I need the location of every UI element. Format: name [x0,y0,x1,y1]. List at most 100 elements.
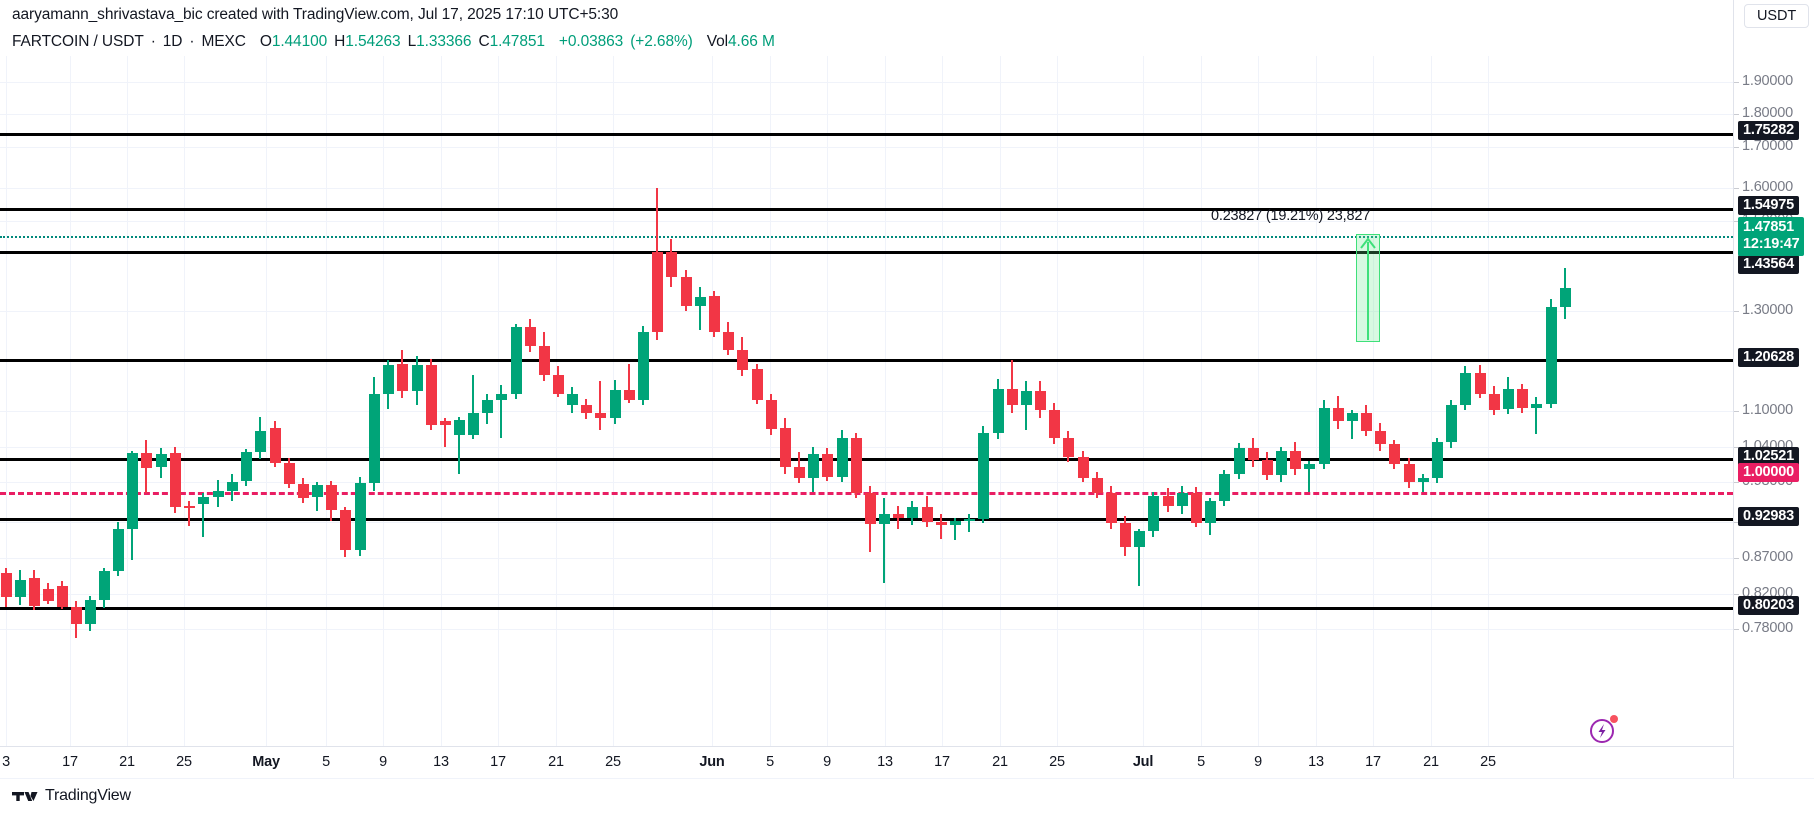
legend-interval[interactable]: 1D [162,33,183,50]
candlestick [751,364,763,405]
level-0.80203[interactable] [0,607,1733,610]
price-level-badge[interactable]: 1.54975 [1738,196,1800,215]
candle-body [1530,404,1542,409]
candle-body [949,520,961,526]
time-tick-label: May [252,754,280,770]
candle-body [878,514,890,524]
legend-close-value: 1.47851 [489,33,545,50]
candle-body [935,521,947,526]
chart-plot-area[interactable]: 0.23827 (19.21%) 23,827 [0,56,1733,746]
tradingview-logo[interactable]: TradingView [12,787,131,805]
measurement-box[interactable] [1356,234,1380,342]
price-level-badge[interactable]: 1.43564 [1738,255,1800,274]
candle-body [354,483,366,550]
candle-body [1545,306,1557,405]
time-tick-label: Jun [699,754,725,770]
price-level-badge[interactable]: 0.92983 [1738,507,1800,526]
candle-body [311,485,323,498]
time-tick-label: 5 [1197,754,1205,770]
level-1.54975[interactable] [0,208,1733,211]
candlestick [694,287,706,331]
candle-body [992,388,1004,433]
price-scale[interactable]: USDT 1.900001.800001.700001.600001.50000… [1733,0,1814,816]
price-tick-mark [1734,114,1739,115]
candlestick [1417,473,1429,493]
time-scale[interactable]: 3 17 21 25 May 5 9 13 17 21 25 Jun 5 9 13 17 21 25 Jul 5 9 13… [0,746,1733,779]
candle-body [1403,463,1415,483]
candle-body [0,572,12,598]
price-level-badge[interactable]: 0.80203 [1738,596,1800,615]
candlestick [1474,365,1486,399]
price-level-badge[interactable]: 1.00000 [1738,463,1800,482]
candle-body [821,454,833,477]
level-1.43564[interactable] [0,251,1733,254]
candle-body [637,332,649,401]
candlestick [495,384,507,438]
gridline-horizontal [0,147,1733,148]
gridline-vertical [127,56,128,746]
time-tick-label: 17 [490,754,506,770]
candle-body [1303,463,1315,469]
time-tick-label: 3 [2,754,10,770]
candle-body [481,400,493,414]
candlestick [1147,492,1159,538]
candle-wick [628,364,630,404]
candlestick [1303,460,1315,493]
candle-wick [1535,397,1537,434]
candlestick [1020,380,1032,430]
candle-wick [444,418,446,448]
candle-body [722,332,734,350]
candlestick [963,514,975,533]
candlestick [311,481,323,511]
legend-symbol[interactable]: FARTCOIN / USDT [12,33,144,50]
candlestick [240,449,252,487]
candle-body [453,419,465,435]
price-level-badge[interactable]: 1.20628 [1738,348,1800,367]
tradingview-logo-text: TradingView [45,787,131,804]
candle-body [708,295,720,333]
candle-wick [599,380,601,430]
candle-body [1275,450,1287,476]
candlestick [0,567,12,607]
level-1.75282[interactable] [0,133,1733,136]
candle-body [439,421,451,425]
candle-body [70,606,82,625]
level-current-1.47851[interactable] [0,236,1733,238]
time-tick-label: 17 [62,754,78,770]
price-tick-mark [1734,221,1739,222]
candle-body [524,327,536,346]
time-tick-label: Jul [1132,754,1154,770]
price-tick-label: 0.78000 [1742,620,1794,636]
gridline-horizontal [0,114,1733,115]
price-level-badge[interactable]: 1.02521 [1738,447,1800,466]
gridline-horizontal [0,594,1733,595]
candle-body [680,277,692,306]
price-tick-label: 1.60000 [1742,179,1794,195]
candle-body [297,484,309,499]
gridline-vertical [441,56,442,746]
candle-body [1559,288,1571,307]
candle-wick [1138,528,1140,587]
legend-low-key: L [407,33,417,50]
gridline-horizontal [0,188,1733,189]
time-tick-label: 21 [992,754,1008,770]
gridline-horizontal [0,311,1733,312]
candle-body [1247,448,1259,461]
candlestick [708,291,720,337]
level-1.20628[interactable] [0,359,1733,362]
candlestick [183,501,195,527]
gridline-vertical [184,56,185,746]
legend-exchange[interactable]: MEXC [201,33,246,50]
level-1.02521[interactable] [0,458,1733,461]
candlestick [1403,458,1415,489]
lightning-bolt-icon[interactable] [1589,715,1618,744]
gridline-horizontal [0,221,1733,222]
price-level-badge[interactable]: 1.75282 [1738,121,1800,140]
candlestick [807,447,819,493]
currency-badge[interactable]: USDT [1744,4,1810,28]
candlestick [637,326,649,406]
candlestick [140,439,152,494]
candle-body [1332,408,1344,422]
candlestick [1261,452,1273,481]
candle-body [906,506,918,518]
